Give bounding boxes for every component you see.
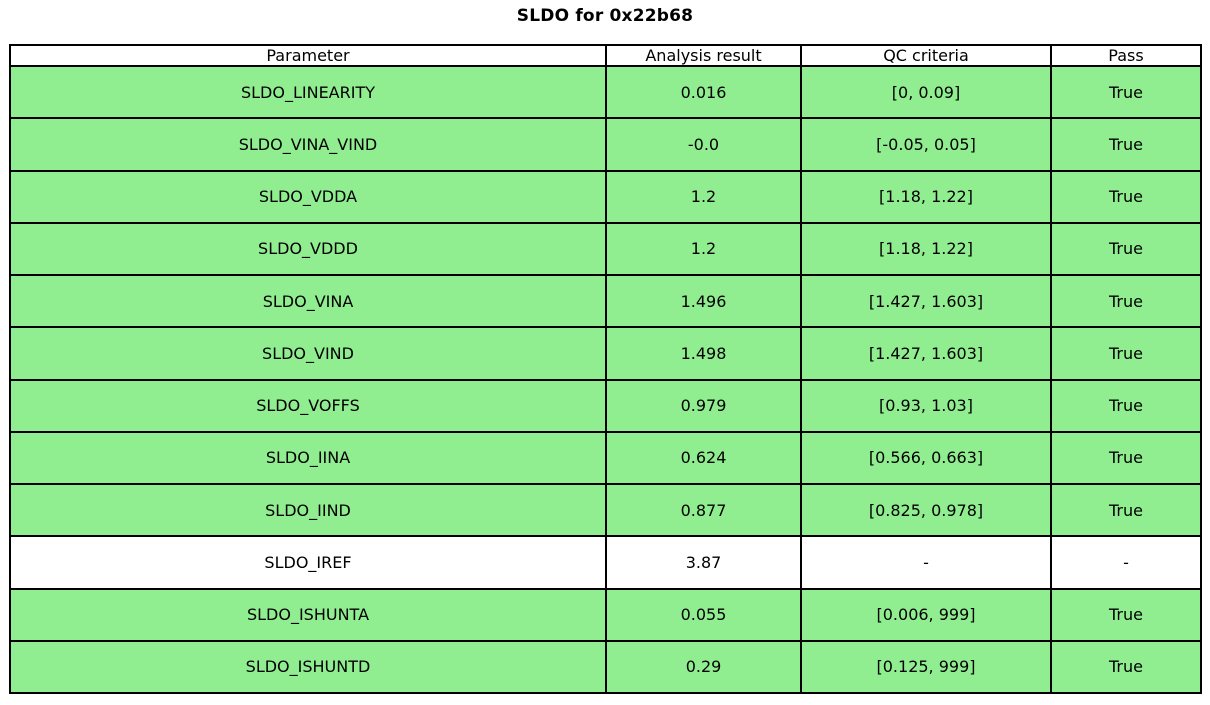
- cell-pass: True: [1050, 117, 1202, 172]
- cell-parameter: SLDO_VINA_VIND: [9, 117, 607, 172]
- table-row: SLDO_VINA_VIND -0.0 [-0.05, 0.05] True: [9, 117, 1202, 172]
- column-header-pass: Pass: [1050, 44, 1202, 67]
- cell-analysis-result: 1.2: [605, 221, 802, 277]
- cell-analysis-result: 1.498: [605, 326, 802, 381]
- cell-pass: True: [1050, 221, 1202, 277]
- cell-parameter: SLDO_IINA: [9, 430, 607, 486]
- cell-qc-criteria: [0.125, 999]: [800, 639, 1052, 695]
- cell-qc-criteria: [1.18, 1.22]: [800, 169, 1052, 224]
- cell-parameter: SLDO_VDDD: [9, 221, 607, 277]
- column-header-parameter: Parameter: [9, 44, 607, 67]
- cell-parameter: SLDO_ISHUNTA: [9, 587, 607, 642]
- cell-qc-criteria: [-0.05, 0.05]: [800, 117, 1052, 172]
- qc-results-table: Parameter Analysis result QC criteria Pa…: [9, 44, 1202, 695]
- page-title: SLDO for 0x22b68: [516, 6, 694, 26]
- cell-qc-criteria: [1.427, 1.603]: [800, 273, 1052, 329]
- cell-qc-criteria: [0.006, 999]: [800, 587, 1052, 642]
- cell-analysis-result: -0.0: [605, 117, 802, 172]
- cell-qc-criteria: [1.18, 1.22]: [800, 221, 1052, 277]
- table-row: SLDO_IINA 0.624 [0.566, 0.663] True: [9, 430, 1202, 486]
- table-row: SLDO_ISHUNTD 0.29 [0.125, 999] True: [9, 639, 1202, 695]
- table-row: SLDO_VOFFS 0.979 [0.93, 1.03] True: [9, 378, 1202, 433]
- cell-analysis-result: 0.877: [605, 482, 802, 538]
- column-header-qc-criteria: QC criteria: [800, 44, 1052, 67]
- table-row: SLDO_VDDD 1.2 [1.18, 1.22] True: [9, 221, 1202, 277]
- table-row: SLDO_IREF 3.87 - -: [9, 535, 1202, 590]
- cell-parameter: SLDO_VOFFS: [9, 378, 607, 433]
- cell-qc-criteria: -: [800, 535, 1052, 590]
- table-row: SLDO_VINA 1.496 [1.427, 1.603] True: [9, 273, 1202, 329]
- column-header-analysis-result: Analysis result: [605, 44, 802, 67]
- header-row: Parameter Analysis result QC criteria Pa…: [9, 44, 1202, 67]
- table-row: SLDO_IIND 0.877 [0.825, 0.978] True: [9, 482, 1202, 538]
- cell-parameter: SLDO_LINEARITY: [9, 64, 607, 120]
- cell-parameter: SLDO_ISHUNTD: [9, 639, 607, 695]
- cell-analysis-result: 0.016: [605, 64, 802, 120]
- cell-pass: True: [1050, 378, 1202, 433]
- table-row: SLDO_ISHUNTA 0.055 [0.006, 999] True: [9, 587, 1202, 642]
- cell-analysis-result: 1.496: [605, 273, 802, 329]
- cell-analysis-result: 3.87: [605, 535, 802, 590]
- cell-parameter: SLDO_IIND: [9, 482, 607, 538]
- cell-pass: True: [1050, 64, 1202, 120]
- cell-pass: True: [1050, 587, 1202, 642]
- cell-analysis-result: 0.055: [605, 587, 802, 642]
- cell-parameter: SLDO_VDDA: [9, 169, 607, 224]
- cell-qc-criteria: [0, 0.09]: [800, 64, 1052, 120]
- cell-analysis-result: 1.2: [605, 169, 802, 224]
- cell-pass: True: [1050, 273, 1202, 329]
- table-row: SLDO_LINEARITY 0.016 [0, 0.09] True: [9, 64, 1202, 120]
- table-row: SLDO_VDDA 1.2 [1.18, 1.22] True: [9, 169, 1202, 224]
- cell-qc-criteria: [1.427, 1.603]: [800, 326, 1052, 381]
- cell-pass: -: [1050, 535, 1202, 590]
- cell-pass: True: [1050, 639, 1202, 695]
- cell-parameter: SLDO_IREF: [9, 535, 607, 590]
- cell-parameter: SLDO_VIND: [9, 326, 607, 381]
- cell-qc-criteria: [0.566, 0.663]: [800, 430, 1052, 486]
- cell-pass: True: [1050, 482, 1202, 538]
- cell-analysis-result: 0.624: [605, 430, 802, 486]
- cell-qc-criteria: [0.825, 0.978]: [800, 482, 1052, 538]
- cell-pass: True: [1050, 169, 1202, 224]
- cell-parameter: SLDO_VINA: [9, 273, 607, 329]
- cell-analysis-result: 0.29: [605, 639, 802, 695]
- cell-pass: True: [1050, 430, 1202, 486]
- table-row: SLDO_VIND 1.498 [1.427, 1.603] True: [9, 326, 1202, 381]
- cell-qc-criteria: [0.93, 1.03]: [800, 378, 1052, 433]
- cell-pass: True: [1050, 326, 1202, 381]
- cell-analysis-result: 0.979: [605, 378, 802, 433]
